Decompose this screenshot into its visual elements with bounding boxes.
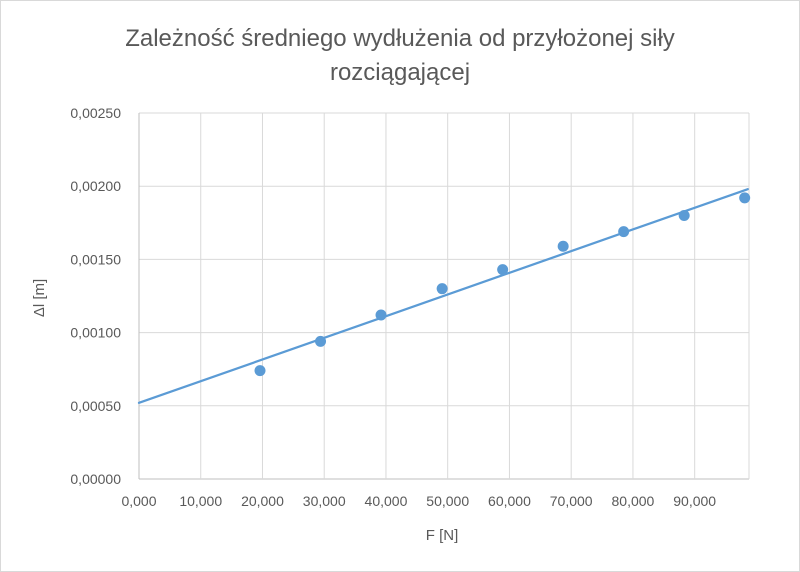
- data-point: [375, 309, 387, 321]
- x-tick-label: 90,000: [673, 493, 716, 509]
- data-point: [557, 240, 569, 252]
- data-point: [678, 209, 690, 221]
- x-tick-label: 30,000: [303, 493, 346, 509]
- x-tick-label: 70,000: [550, 493, 593, 509]
- x-axis-title: F [N]: [426, 527, 459, 544]
- x-tick-label: 10,000: [179, 493, 222, 509]
- chart-title-line-1: Zależność średniego wydłużenia od przyło…: [125, 25, 675, 52]
- linear-trendline: [137, 188, 749, 404]
- data-points: [254, 192, 751, 377]
- trendline-group: [137, 188, 749, 404]
- y-axis-title: Δl [m]: [31, 279, 48, 317]
- x-tick-label: 20,000: [241, 493, 284, 509]
- y-tick-label: 0,00100: [70, 325, 121, 341]
- y-tick-label: 0,00200: [70, 178, 121, 194]
- gridlines: [138, 112, 750, 480]
- data-point: [497, 264, 509, 276]
- y-tick-label: 0,00150: [70, 251, 121, 267]
- y-tick-label: 0,00250: [70, 105, 121, 121]
- data-point: [254, 365, 266, 377]
- data-point: [618, 226, 630, 238]
- y-tick-label: 0,00000: [70, 471, 121, 487]
- x-tick-label: 0,000: [121, 493, 156, 509]
- y-tick-label: 0,00050: [70, 398, 121, 414]
- chart-title: Zależność średniego wydłużenia od przyło…: [125, 25, 675, 86]
- x-tick-label: 80,000: [612, 493, 655, 509]
- x-tick-label: 40,000: [365, 493, 408, 509]
- y-axis-tick-labels: 0,00000 0,00050 0,00100 0,00150 0,00200 0,002…: [70, 105, 121, 487]
- x-tick-label: 50,000: [426, 493, 469, 509]
- data-point: [436, 283, 448, 295]
- x-tick-label: 60,000: [488, 493, 531, 509]
- x-axis-tick-labels: 0,000 10,000 20,000 30,000 40,000 50,000 60,00…: [121, 493, 716, 509]
- chart-title-line-2: rozciągającej: [330, 59, 470, 86]
- data-point: [315, 335, 327, 347]
- data-point: [739, 192, 751, 204]
